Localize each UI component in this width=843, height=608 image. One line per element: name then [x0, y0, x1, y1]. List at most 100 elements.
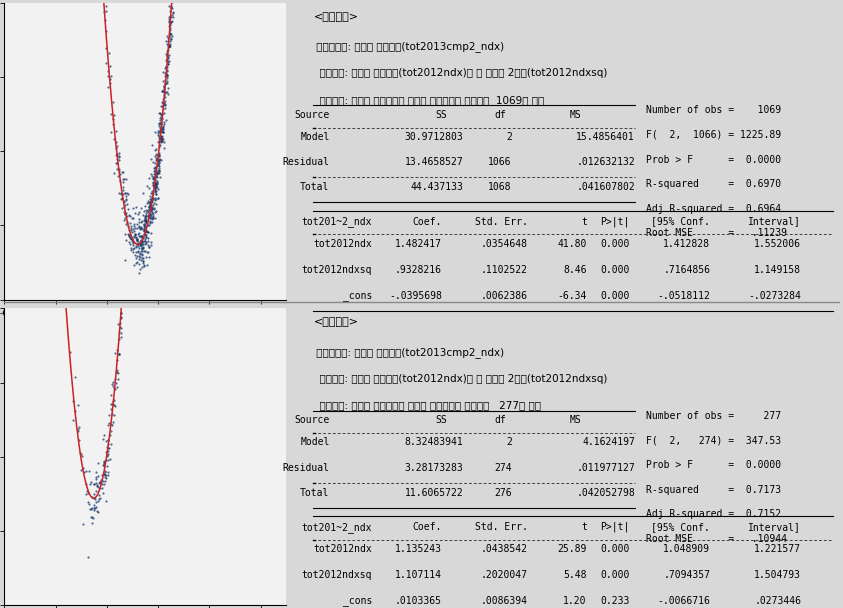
Point	[157, 121, 170, 131]
Point	[145, 196, 158, 206]
Point	[156, 97, 169, 107]
Point	[130, 235, 143, 244]
Point	[121, 171, 134, 181]
Point	[160, 77, 174, 86]
Text: Residual: Residual	[282, 157, 330, 167]
Point	[142, 219, 155, 229]
Text: tot2012ndxsq: tot2012ndxsq	[302, 570, 373, 580]
Point	[122, 225, 136, 235]
Point	[143, 211, 157, 221]
Point	[139, 216, 153, 226]
Point	[151, 182, 164, 192]
Point	[165, 16, 179, 26]
Point	[148, 198, 161, 208]
Point	[151, 177, 164, 187]
Point	[167, 12, 180, 22]
Text: .041607802: .041607802	[577, 182, 635, 192]
Point	[61, 300, 74, 309]
Text: Adj R-squared =  0.6964: Adj R-squared = 0.6964	[646, 204, 781, 214]
Point	[119, 260, 132, 270]
Point	[149, 169, 163, 179]
Point	[146, 188, 159, 198]
Point	[154, 112, 168, 122]
Point	[126, 203, 140, 213]
Point	[89, 472, 103, 482]
Point	[148, 186, 162, 196]
Point	[124, 218, 137, 227]
Point	[127, 261, 141, 271]
Point	[101, 66, 115, 75]
Point	[126, 98, 140, 108]
Point	[80, 486, 94, 496]
Point	[152, 168, 165, 178]
Point	[90, 481, 104, 491]
Text: 276: 276	[494, 488, 512, 498]
Point	[105, 379, 118, 389]
Point	[106, 381, 120, 391]
Point	[161, 31, 175, 41]
Point	[147, 213, 160, 223]
Point	[82, 466, 95, 476]
Point	[158, 98, 171, 108]
Point	[126, 234, 139, 244]
Point	[121, 217, 134, 227]
Point	[99, 466, 112, 476]
Point	[92, 494, 105, 503]
Point	[163, 14, 176, 24]
Text: 1.221577: 1.221577	[754, 544, 801, 554]
Point	[142, 213, 156, 223]
Point	[159, 62, 173, 72]
Point	[99, 27, 113, 36]
Point	[139, 216, 153, 226]
Point	[142, 252, 156, 262]
Point	[151, 193, 164, 202]
Point	[145, 171, 158, 181]
Point	[132, 207, 146, 216]
Point	[139, 238, 153, 248]
Point	[73, 448, 87, 458]
Point	[89, 503, 102, 513]
Point	[137, 239, 150, 249]
Point	[164, 17, 178, 27]
Point	[129, 58, 142, 67]
Point	[122, 232, 136, 241]
Point	[106, 119, 120, 129]
Point	[128, 208, 142, 218]
Text: [95% Conf.: [95% Conf.	[652, 216, 710, 227]
Text: 설명변수: 전년도 혁신지수(tot2012ndx)와 이 변수의 2차항(tot2012ndxsq): 설명변수: 전년도 혁신지수(tot2012ndx)와 이 변수의 2차항(to…	[314, 374, 608, 384]
Point	[148, 187, 162, 197]
Point	[74, 465, 88, 475]
Text: Total: Total	[300, 488, 330, 498]
Point	[130, 258, 143, 268]
Point	[162, 56, 175, 66]
Point	[137, 242, 150, 252]
Point	[144, 202, 158, 212]
Point	[138, 236, 152, 246]
Point	[101, 449, 115, 458]
Point	[122, 210, 136, 220]
Point	[107, 383, 121, 393]
Point	[108, 401, 121, 411]
Point	[157, 127, 170, 137]
Point	[160, 66, 174, 76]
Point	[146, 211, 159, 221]
Point	[102, 443, 115, 452]
Point	[135, 203, 148, 213]
Point	[158, 68, 172, 78]
Text: F(  2,   274) =  347.53: F( 2, 274) = 347.53	[646, 435, 781, 445]
Point	[162, 50, 175, 60]
Text: -.0518112: -.0518112	[658, 291, 710, 301]
Text: 0.000: 0.000	[600, 570, 630, 580]
Point	[153, 140, 166, 150]
Point	[161, 89, 175, 98]
Text: tot2012ndx: tot2012ndx	[314, 239, 373, 249]
Text: Coef.: Coef.	[413, 522, 442, 532]
Point	[146, 178, 159, 187]
Point	[105, 409, 119, 418]
Text: tot201~2_ndx: tot201~2_ndx	[302, 522, 373, 533]
Point	[142, 227, 155, 237]
Point	[156, 125, 169, 134]
Point	[164, 25, 177, 35]
Point	[115, 265, 128, 275]
Point	[122, 237, 136, 247]
